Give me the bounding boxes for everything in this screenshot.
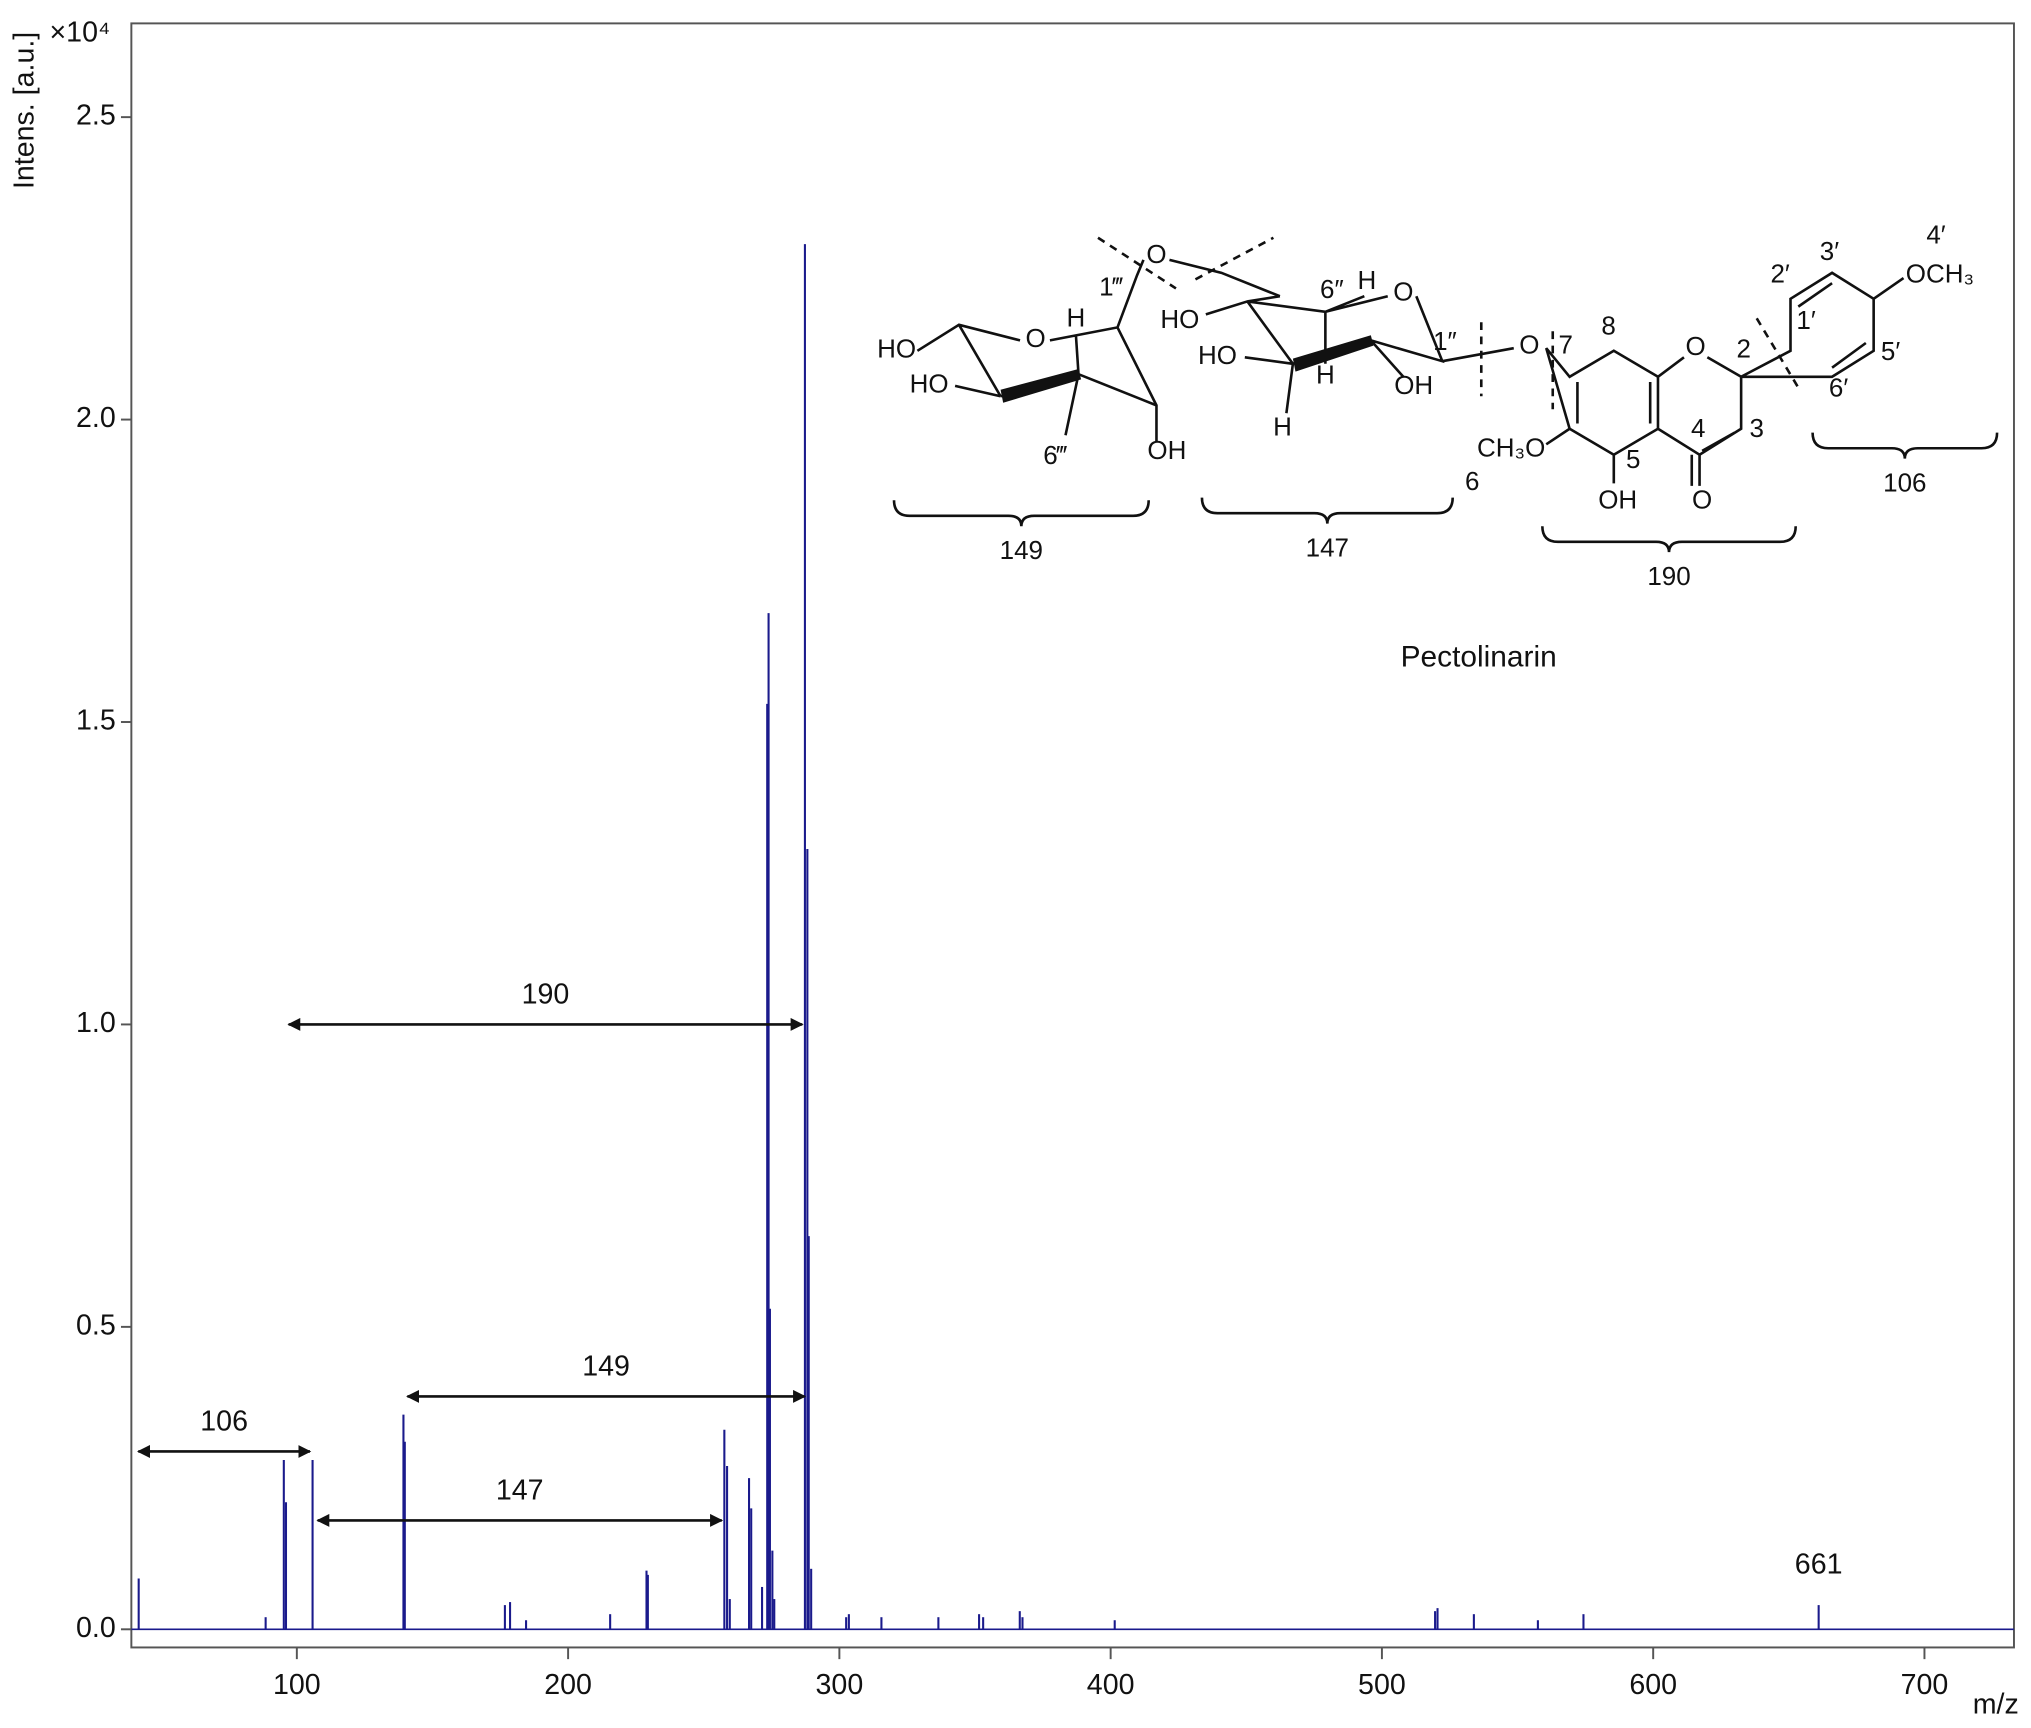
atom-label: HO xyxy=(877,334,916,364)
atom-label: 2′ xyxy=(1770,258,1789,288)
atom-label: 1‴ xyxy=(1099,271,1123,301)
atom-label: O xyxy=(1146,239,1166,269)
atom-label: CH₃O xyxy=(1477,432,1545,462)
arrow-label: 106 xyxy=(200,1405,248,1437)
fragment-brace xyxy=(1200,497,1454,524)
fragment-label: 190 xyxy=(1647,561,1690,591)
y-tick-label: 0.5 xyxy=(76,1309,116,1341)
atom-label: O xyxy=(1519,330,1539,360)
atom-label: H xyxy=(1316,360,1335,390)
arrow-label: 190 xyxy=(522,978,570,1010)
x-tick-label: 300 xyxy=(816,1669,864,1701)
atom-label: H xyxy=(1273,412,1292,442)
x-tick-label: 200 xyxy=(544,1669,592,1701)
atom-label: 6 xyxy=(1465,466,1479,496)
x-tick-label: 100 xyxy=(273,1669,321,1701)
atom-label: OH xyxy=(1598,484,1637,514)
atom-label: O xyxy=(1686,331,1706,361)
atom-label: H xyxy=(1067,302,1086,332)
y-tick-label: 2.0 xyxy=(76,402,116,434)
atom-label: HO xyxy=(910,369,949,399)
fragment-brace xyxy=(1541,526,1797,553)
compound-name: Pectolinarin xyxy=(1401,641,1557,674)
atom-label: 7 xyxy=(1559,330,1573,360)
y-tick-label: 1.5 xyxy=(76,705,116,737)
atom-label: O xyxy=(1393,276,1413,306)
fragment-label: 149 xyxy=(1000,535,1043,565)
atom-label: 5′ xyxy=(1881,336,1900,366)
atom-label: HO xyxy=(1160,304,1199,334)
atom-label: 1″ xyxy=(1433,326,1457,356)
atom-label: O xyxy=(1692,484,1712,514)
cleavage-lines xyxy=(1097,236,1801,410)
y-axis-label: Intens. [a.u.] xyxy=(9,32,41,189)
atom-label: OH xyxy=(1147,435,1186,465)
plot-frame xyxy=(130,22,2015,1649)
atom-label: OH xyxy=(1394,370,1433,400)
wedge xyxy=(1000,368,1082,403)
atom-label: 4′ xyxy=(1926,219,1945,249)
peak-label: 661 xyxy=(1795,1549,1843,1581)
atom-label: 6″ xyxy=(1320,274,1344,304)
atom-label: 6‴ xyxy=(1043,440,1067,470)
wedge xyxy=(1292,335,1374,372)
bonds xyxy=(1205,294,1514,414)
atom-label: 5 xyxy=(1626,444,1640,474)
fragment-label: 147 xyxy=(1306,532,1349,562)
atom-label: 6′ xyxy=(1829,373,1848,403)
atom-label: H xyxy=(1358,265,1377,295)
x-axis-label: m/z xyxy=(1973,1688,2019,1720)
atom-label: 4 xyxy=(1691,413,1705,443)
x-tick-label: 700 xyxy=(1901,1669,1949,1701)
y-multiplier: ×10⁴ xyxy=(50,16,111,48)
y-tick-label: 2.5 xyxy=(76,100,116,132)
atom-label: OCH₃ xyxy=(1906,258,1974,288)
x-tick-label: 400 xyxy=(1087,1669,1135,1701)
y-tick-label: 1.0 xyxy=(76,1007,116,1039)
atom-label: 8 xyxy=(1601,310,1615,340)
fragment-label: 106 xyxy=(1883,467,1926,497)
x-tick-label: 600 xyxy=(1629,1669,1677,1701)
atom-label: O xyxy=(1026,323,1046,353)
arrow-label: 149 xyxy=(582,1350,630,1382)
atom-label: 3 xyxy=(1749,413,1763,443)
bonds xyxy=(1544,271,1905,486)
arrow-label: 147 xyxy=(496,1474,544,1506)
y-tick-label: 0.0 xyxy=(76,1612,116,1644)
fragment-brace xyxy=(1811,432,1999,459)
atom-label: 3′ xyxy=(1820,236,1839,266)
x-tick-label: 500 xyxy=(1358,1669,1406,1701)
atom-label: 2 xyxy=(1737,334,1751,364)
fragment-brace xyxy=(892,500,1150,527)
atom-label: HO xyxy=(1198,340,1237,370)
atom-label: 1′ xyxy=(1796,305,1815,335)
